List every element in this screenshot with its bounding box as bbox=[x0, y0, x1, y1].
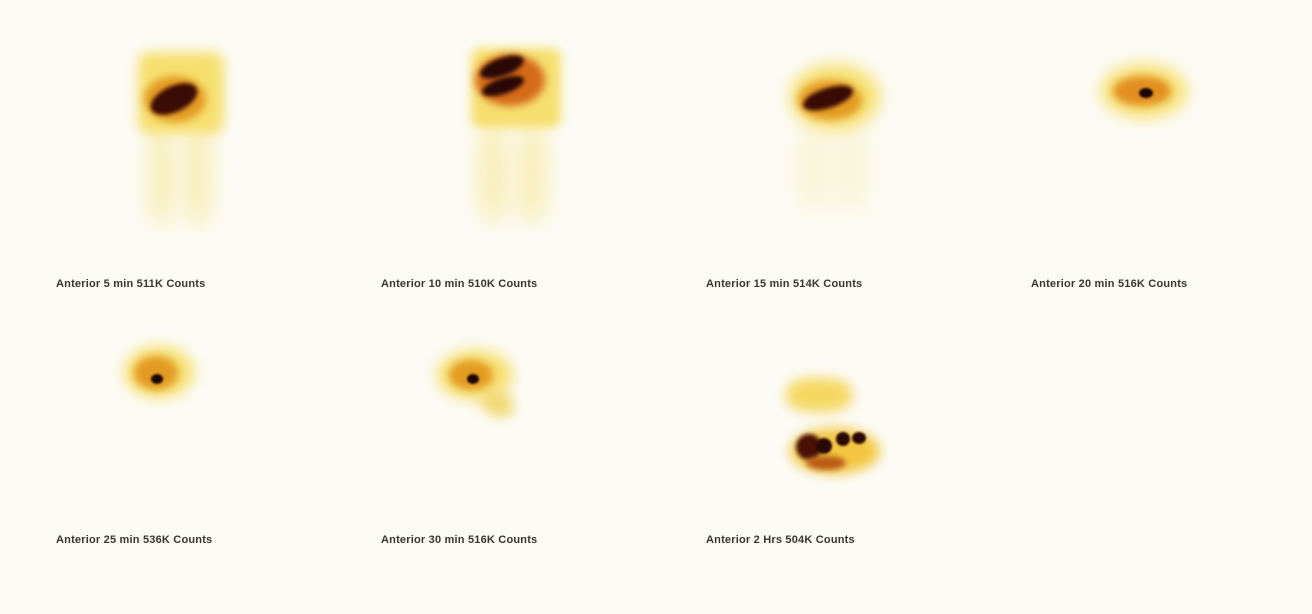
scan-image-5min bbox=[6, 6, 331, 256]
frame-caption: Anterior 30 min 516K Counts bbox=[381, 534, 538, 546]
scan-image-25min bbox=[6, 306, 331, 556]
scan-frame-30min: Anterior 30 min 516K Counts bbox=[331, 306, 656, 596]
scan-frame-15min: Anterior 15 min 514K Counts bbox=[656, 6, 981, 296]
scan-image-10min bbox=[331, 6, 656, 256]
scan-image-30min bbox=[331, 306, 656, 556]
scan-frame-10min: Anterior 10 min 510K Counts bbox=[331, 6, 656, 296]
scan-frame-25min: Anterior 25 min 536K Counts bbox=[6, 306, 331, 596]
frame-caption: Anterior 15 min 514K Counts bbox=[706, 278, 863, 290]
scan-frame-20min: Anterior 20 min 516K Counts bbox=[981, 6, 1306, 296]
scan-image-15min bbox=[656, 6, 981, 256]
frame-caption: Anterior 10 min 510K Counts bbox=[381, 278, 538, 290]
scan-image-2hrs bbox=[656, 306, 981, 556]
frame-caption: Anterior 2 Hrs 504K Counts bbox=[706, 534, 855, 546]
scan-panel: Anterior 5 min 511K Counts Anterior 10 m… bbox=[6, 6, 1304, 606]
scan-frame-5min: Anterior 5 min 511K Counts bbox=[6, 6, 331, 296]
frame-caption: Anterior 20 min 516K Counts bbox=[1031, 278, 1188, 290]
frame-caption: Anterior 25 min 536K Counts bbox=[56, 534, 213, 546]
frame-caption: Anterior 5 min 511K Counts bbox=[56, 278, 206, 290]
scan-frame-2hrs: Anterior 2 Hrs 504K Counts bbox=[656, 306, 981, 596]
scan-image-20min bbox=[981, 6, 1306, 256]
